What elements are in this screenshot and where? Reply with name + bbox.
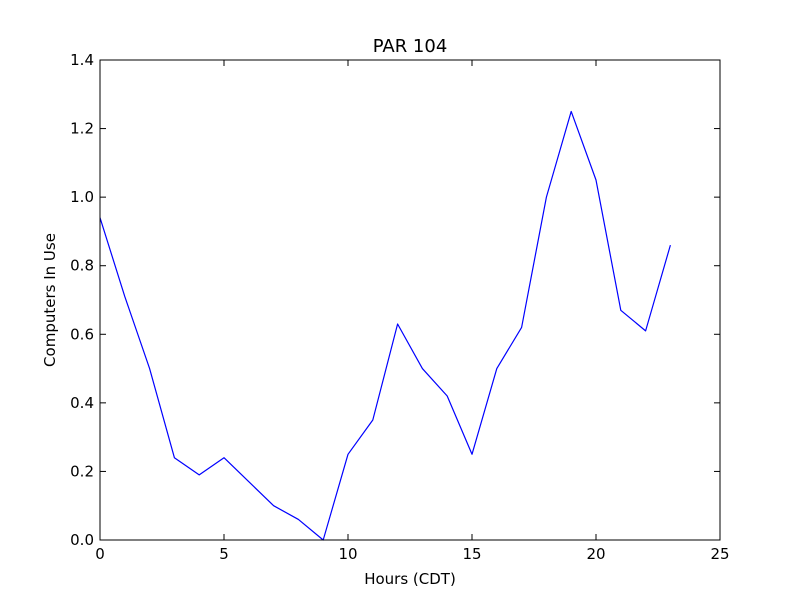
- x-tick-label: 15: [462, 545, 481, 563]
- y-axis-ticks: 0.0 0.2 0.4 0.6 0.8 1.0 1.2 1.4: [70, 51, 720, 549]
- data-point: [223, 457, 224, 458]
- data-point: [273, 505, 274, 506]
- plot-frame: [99, 59, 721, 541]
- chart-title: PAR 104: [373, 36, 448, 57]
- x-tick-label: 20: [586, 545, 605, 563]
- y-tick-label: 1.0: [70, 188, 94, 206]
- data-point: [298, 519, 299, 520]
- plot-area: [100, 60, 720, 540]
- data-point: [149, 368, 150, 369]
- data-point: [248, 481, 249, 482]
- x-axis-ticks: 0 5 10 15 20 25: [95, 60, 730, 563]
- data-point: [199, 474, 200, 475]
- data-point: [645, 330, 646, 331]
- y-tick-label: 0.0: [70, 531, 94, 549]
- x-tick-label: 25: [710, 545, 729, 563]
- data-point: [422, 368, 423, 369]
- data-point: [595, 179, 596, 180]
- data-point: [471, 454, 472, 455]
- x-axis-label: Hours (CDT): [364, 570, 456, 588]
- data-point: [372, 419, 373, 420]
- y-tick-label: 0.4: [70, 394, 94, 412]
- x-tick-label: 10: [338, 545, 357, 563]
- data-point: [571, 111, 572, 112]
- series-line: [99, 110, 671, 541]
- data-point: [347, 454, 348, 455]
- y-tick-label: 0.6: [70, 325, 94, 343]
- y-tick-label: 0.2: [70, 462, 94, 480]
- data-point: [174, 457, 175, 458]
- data-point: [670, 245, 671, 246]
- data-point: [546, 197, 547, 198]
- data-point: [447, 395, 448, 396]
- data-point: [496, 368, 497, 369]
- y-tick-label: 0.8: [70, 257, 94, 275]
- x-tick-label: 0: [95, 545, 105, 563]
- y-axis-label: Computers In Use: [41, 233, 59, 367]
- x-tick-label: 5: [219, 545, 229, 563]
- data-point: [620, 310, 621, 311]
- data-point: [397, 323, 398, 324]
- y-tick-label: 1.2: [70, 120, 94, 138]
- y-tick-label: 1.4: [70, 51, 94, 69]
- series-layer: [99, 110, 671, 541]
- data-point: [124, 296, 125, 297]
- data-point: [521, 327, 522, 328]
